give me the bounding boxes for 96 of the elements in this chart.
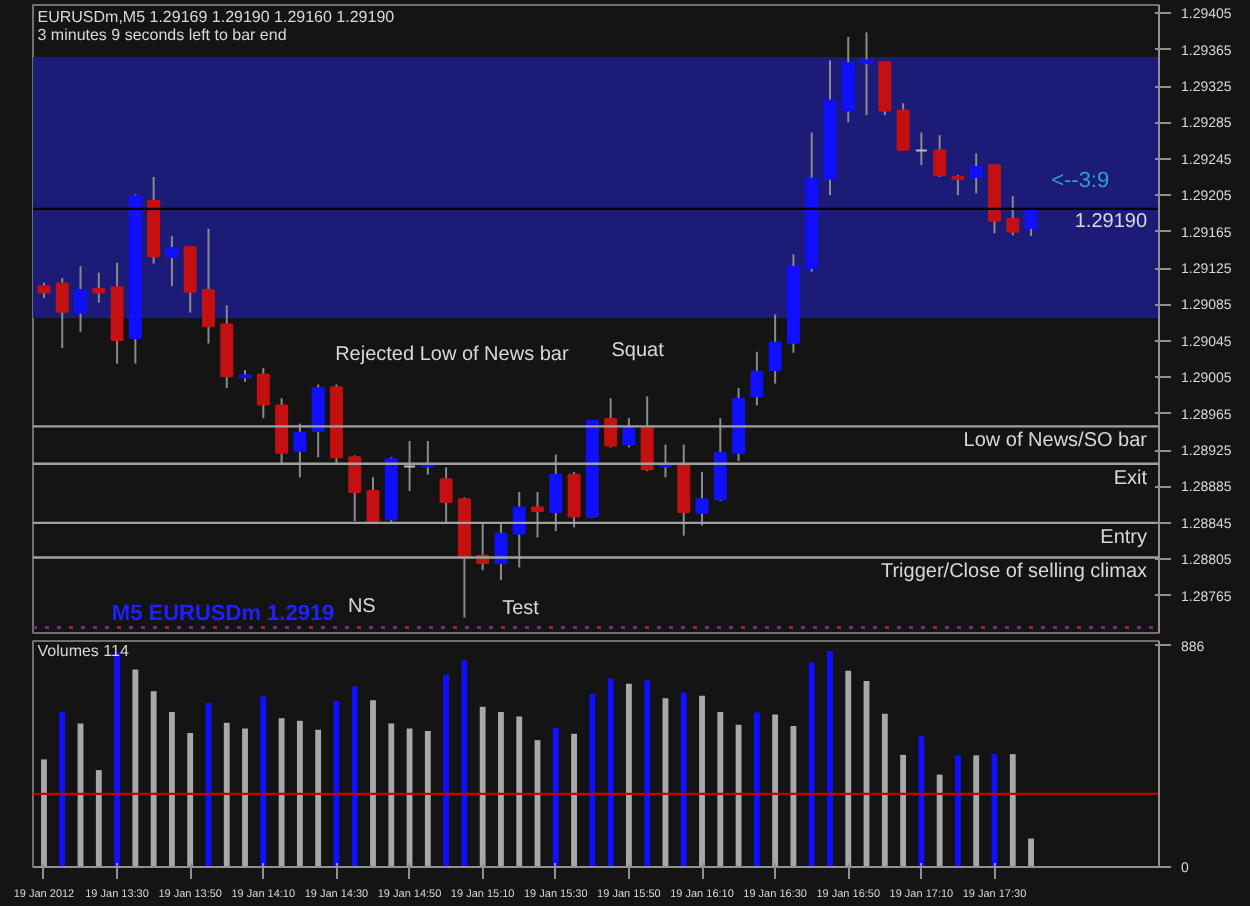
candlestick [841, 35, 855, 124]
bar [150, 691, 157, 867]
candlestick [74, 265, 88, 333]
candlestick [622, 417, 636, 449]
candlestick [640, 395, 654, 472]
bar [571, 733, 577, 867]
candlestick [348, 454, 362, 523]
bar [187, 732, 194, 867]
ref-line-label: Low of News/SO bar [963, 430, 1149, 453]
annotation: M5 EURUSDm 1.2919 [111, 602, 335, 627]
bar [498, 711, 504, 867]
bar [296, 720, 303, 867]
ref-line-label: 1.29190 [1074, 210, 1148, 233]
bar [552, 727, 559, 867]
candlestick [494, 522, 508, 582]
bar [955, 755, 961, 867]
candlestick [933, 134, 947, 179]
candlestick [311, 383, 325, 459]
candlestick [860, 31, 874, 117]
annotation: Test [502, 598, 540, 621]
bar [132, 669, 139, 867]
bar [607, 678, 614, 867]
chart-title: Volumes 114 [37, 642, 130, 661]
bar [973, 755, 980, 867]
chart-title: EURUSDm,M5 1.29169 1.29190 1.29160 1.29190 [37, 8, 396, 27]
annotation: <--3:9 [1051, 168, 1110, 193]
candlestick [366, 476, 380, 525]
bar [41, 759, 47, 867]
candlestick [439, 466, 453, 525]
candlestick [951, 174, 965, 197]
candlestick [750, 350, 764, 407]
bar [772, 714, 779, 867]
candlestick [183, 245, 197, 314]
bar [1009, 754, 1016, 867]
candlestick [202, 227, 215, 345]
candlestick [549, 453, 563, 533]
annotation: NS [347, 596, 377, 619]
bar [936, 774, 943, 867]
bar [589, 693, 596, 867]
candlestick [896, 102, 910, 152]
ref-line-label: Entry [1100, 526, 1148, 549]
candlestick [512, 490, 526, 569]
bar [169, 711, 175, 867]
bar [753, 712, 760, 867]
bar [699, 695, 705, 867]
bar [900, 754, 907, 867]
bar [443, 674, 450, 867]
annotation: Rejected Low of News bar [335, 343, 570, 366]
bar [223, 722, 230, 867]
bar [625, 683, 632, 867]
candlestick [713, 417, 727, 503]
bar [717, 711, 724, 867]
bar [1028, 838, 1034, 867]
bar [114, 652, 121, 867]
bar [95, 770, 102, 867]
bar [790, 725, 797, 867]
bar [735, 724, 742, 867]
candlestick [92, 271, 106, 304]
bar [680, 692, 687, 867]
bar [242, 728, 248, 867]
candlestick [256, 367, 270, 420]
bar [918, 736, 925, 867]
bar [881, 713, 888, 867]
candlestick [55, 277, 69, 350]
bar [388, 723, 395, 867]
candlestick [914, 131, 928, 167]
candlestick [1006, 195, 1020, 237]
bar [845, 670, 852, 867]
candlestick [403, 439, 417, 493]
bar [351, 686, 358, 867]
bar [59, 711, 66, 867]
bar [644, 680, 651, 867]
candlestick [1024, 207, 1038, 238]
candlestick [275, 397, 289, 464]
candlestick [165, 235, 179, 288]
bar [315, 729, 322, 867]
bar [827, 650, 833, 867]
candlestick [677, 443, 691, 537]
candlestick [695, 470, 709, 527]
candlestick [768, 313, 782, 385]
bar [461, 660, 468, 867]
candlestick [293, 422, 307, 479]
candlestick [531, 490, 544, 539]
candlestick [567, 470, 581, 529]
bar [278, 718, 285, 867]
ref-line-label: Trigger/Close of selling climax [880, 561, 1148, 584]
bar [260, 696, 267, 867]
bar [516, 716, 523, 867]
bar [424, 730, 431, 867]
bar [479, 706, 486, 867]
text: 3 minutes 9 seconds left to bar end [37, 25, 287, 44]
candlestick [969, 152, 983, 195]
annotation: Squat [611, 340, 665, 363]
bar [808, 662, 815, 867]
bar [370, 700, 376, 867]
ref-line-label: Exit [1113, 467, 1148, 490]
